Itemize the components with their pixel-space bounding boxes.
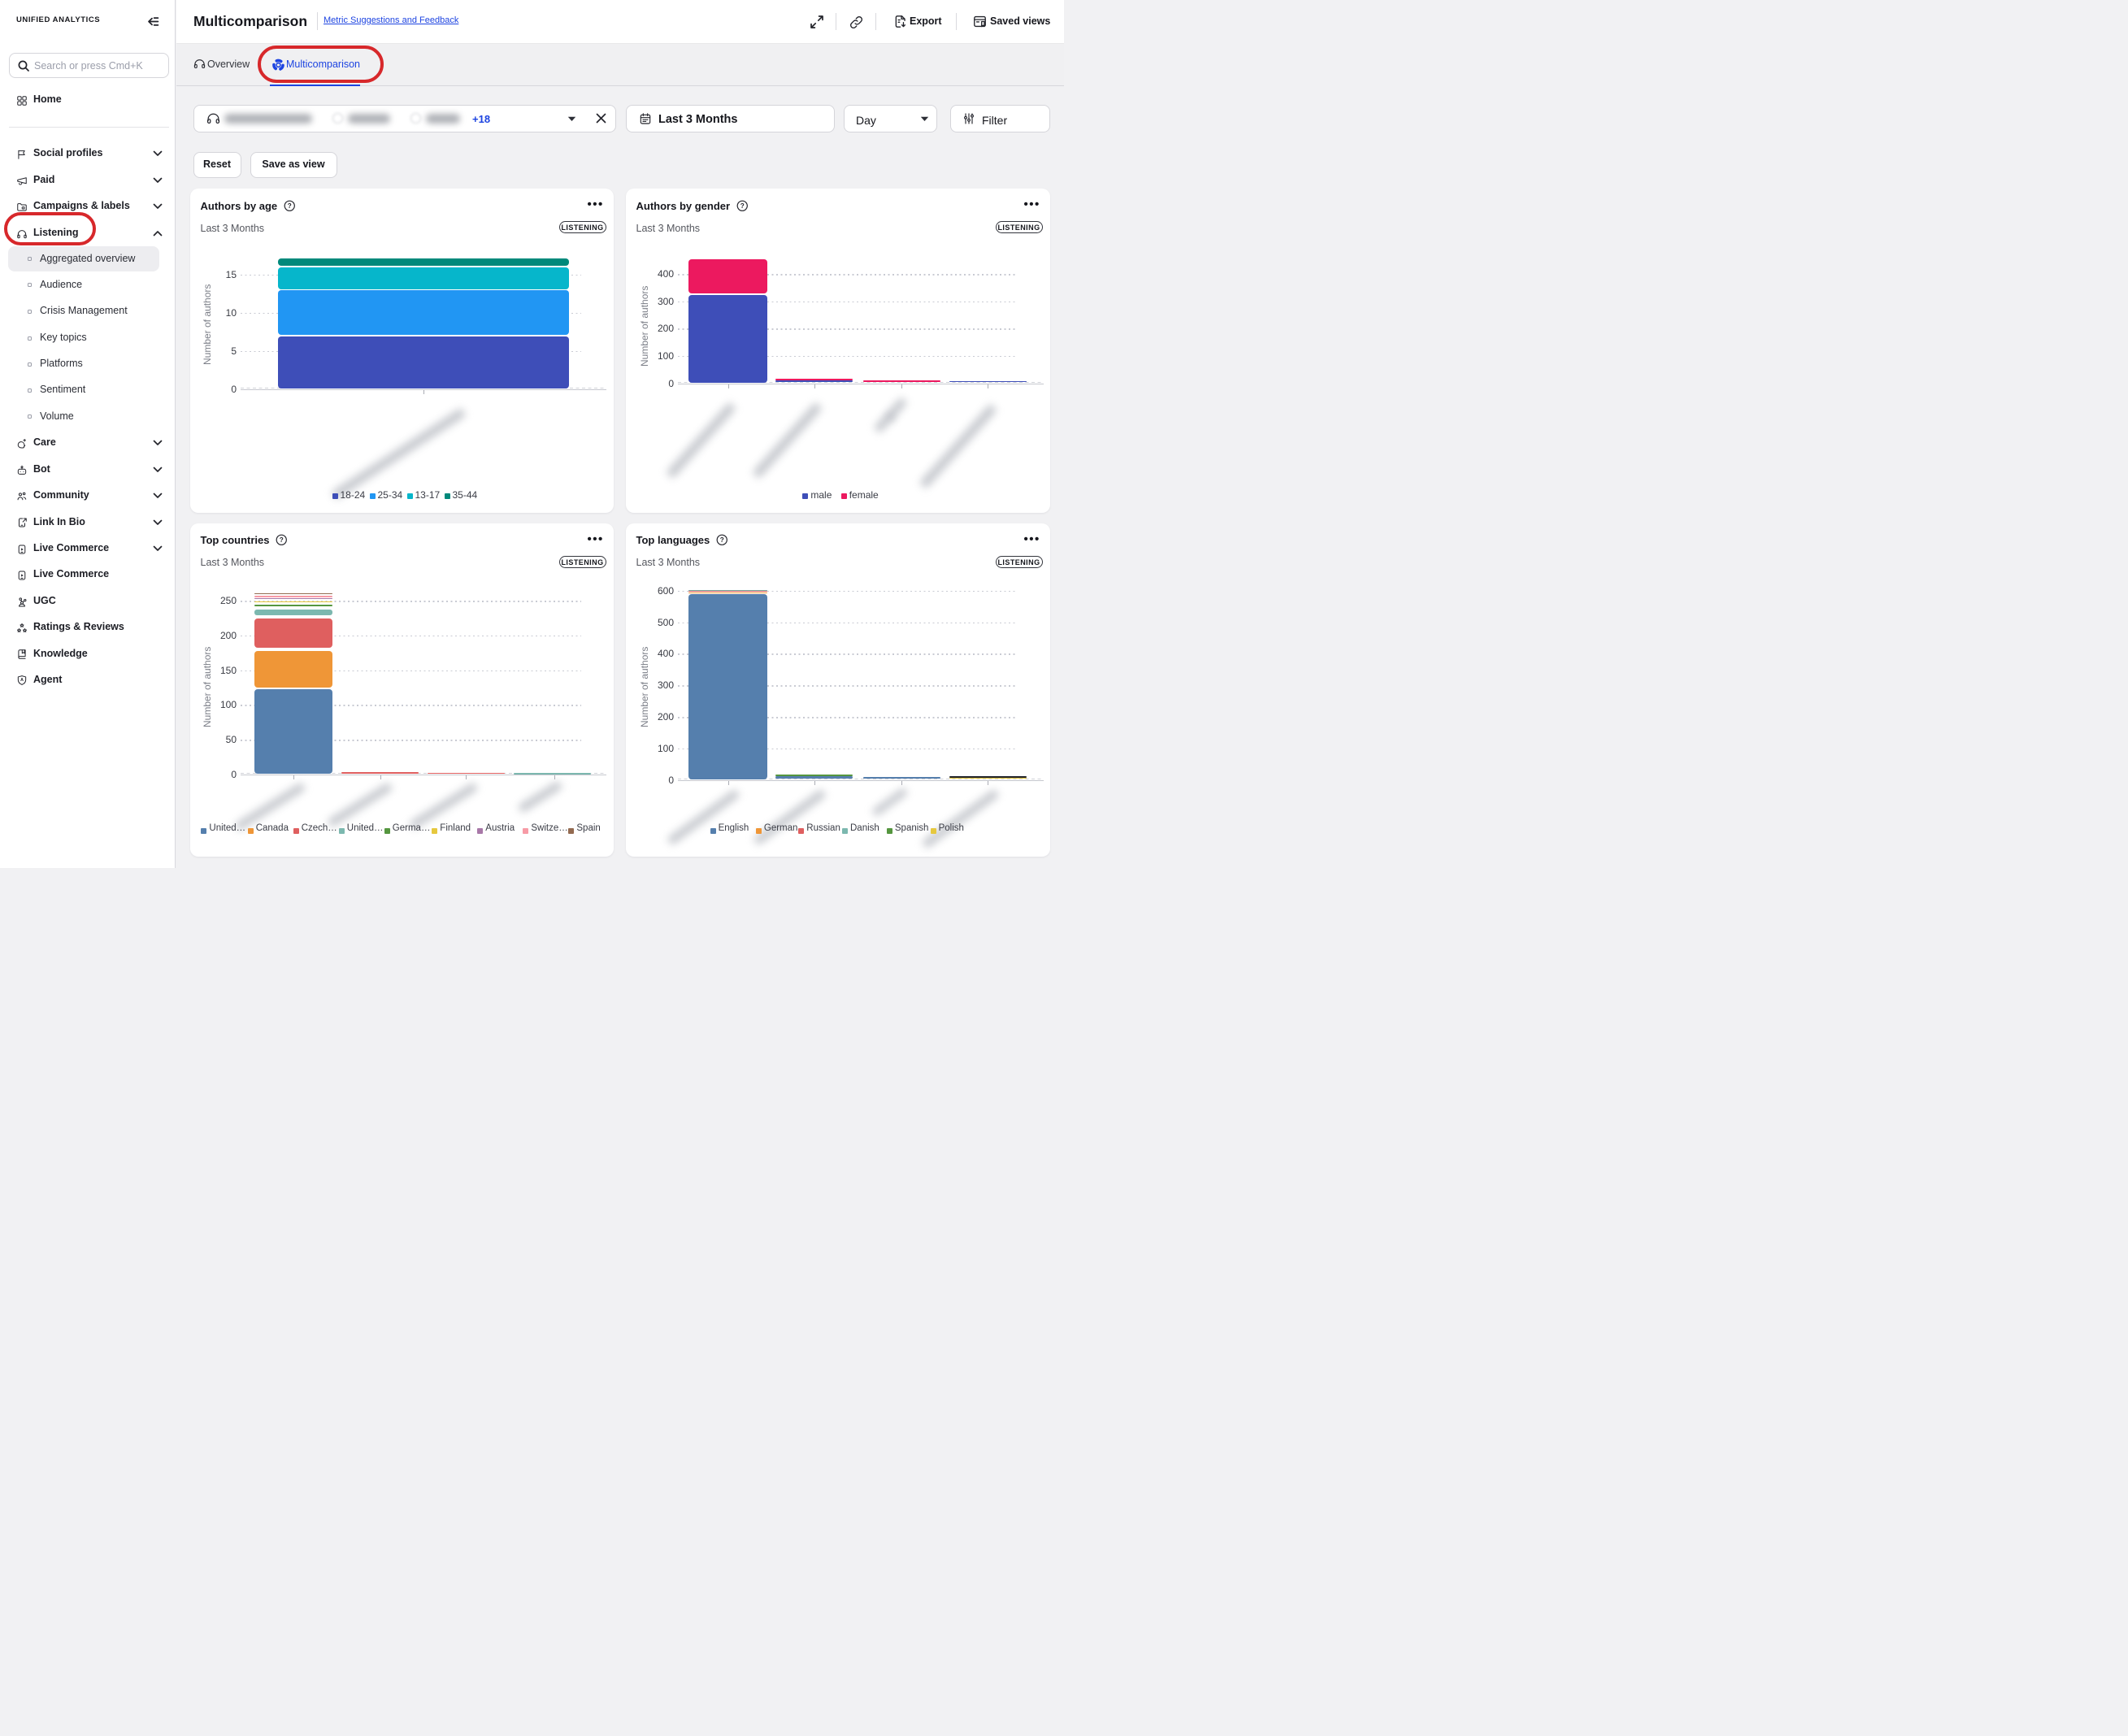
svg-text:?: ? — [280, 536, 284, 544]
svg-text:?: ? — [288, 202, 292, 210]
svg-text:?: ? — [740, 202, 745, 210]
svg-text:?: ? — [720, 536, 724, 544]
svg-text:A: A — [20, 678, 24, 683]
